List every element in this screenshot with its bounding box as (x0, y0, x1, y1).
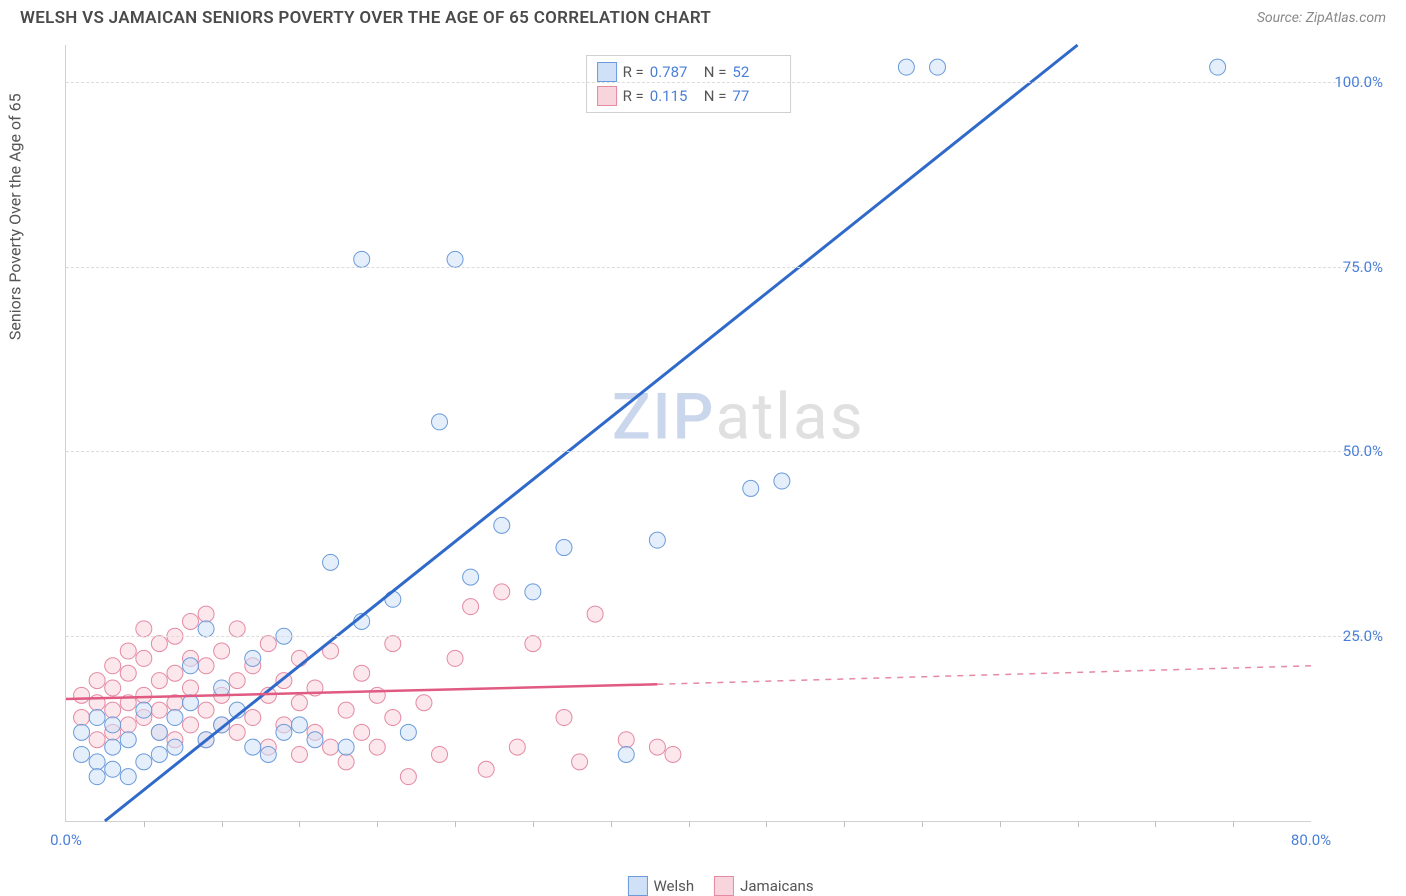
x-tick-label: 80.0% (1291, 831, 1331, 849)
y-tick-label: 100.0% (1323, 73, 1383, 91)
y-tick-label: 50.0% (1323, 442, 1383, 460)
jamaicans-swatch (597, 86, 617, 106)
chart-title: WELSH VS JAMAICAN SENIORS POVERTY OVER T… (20, 8, 711, 28)
x-tick-label: 0.0% (50, 831, 82, 849)
plot-area: ZIPatlas R = 0.787 N = 52 R = 0.115 N = … (65, 45, 1311, 822)
chart-container: Seniors Poverty Over the Age of 65 ZIPat… (55, 45, 1386, 862)
welsh-n-value: 52 (732, 63, 780, 81)
legend-item-jamaicans: Jamaicans (714, 876, 813, 896)
bottom-legend: Welsh Jamaicans (627, 876, 813, 896)
welsh-swatch (597, 62, 617, 82)
stats-row-welsh: R = 0.787 N = 52 (597, 60, 781, 84)
welsh-r-value: 0.787 (650, 63, 698, 81)
stats-legend-box: R = 0.787 N = 52 R = 0.115 N = 77 (586, 55, 792, 113)
stats-row-jamaicans: R = 0.115 N = 77 (597, 84, 781, 108)
y-axis-label: Seniors Poverty Over the Age of 65 (6, 93, 25, 340)
jamaicans-r-value: 0.115 (650, 87, 698, 105)
welsh-swatch (627, 876, 647, 896)
y-tick-label: 75.0% (1323, 258, 1383, 276)
chart-svg (66, 45, 1311, 821)
source-attribution: Source: ZipAtlas.com (1257, 10, 1386, 26)
jamaicans-swatch (714, 876, 734, 896)
y-tick-label: 25.0% (1323, 627, 1383, 645)
legend-item-welsh: Welsh (627, 876, 694, 896)
jamaicans-n-value: 77 (732, 87, 780, 105)
